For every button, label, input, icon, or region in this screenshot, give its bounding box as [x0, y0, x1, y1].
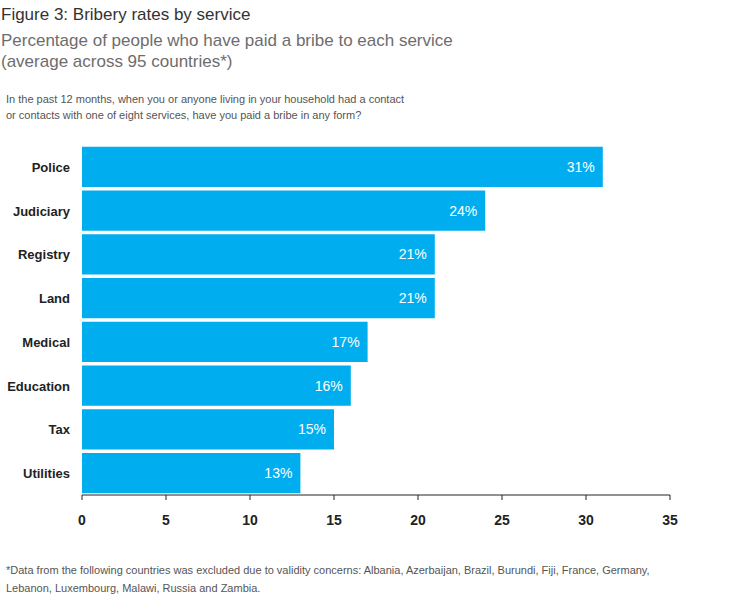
tick-label: 15	[326, 512, 342, 528]
data-label: 17%	[332, 334, 360, 350]
bar	[82, 278, 435, 318]
question: or contacts with one of eight services, …	[6, 109, 361, 121]
title: Figure 3: Bribery rates by service	[1, 5, 250, 24]
tick-label: 35	[662, 512, 678, 528]
axis-line	[82, 495, 670, 496]
question: In the past 12 months, when you or anyon…	[6, 93, 404, 105]
category-label: Utilities	[23, 466, 70, 481]
tick	[166, 495, 167, 500]
subtitle: Percentage of people who have paid a bri…	[1, 31, 453, 50]
value-axis: 0 5 10 15 20 25 30 35	[78, 495, 678, 528]
subtitle: (average across 95 countries*)	[1, 52, 233, 71]
bar	[82, 147, 603, 187]
category-label: Tax	[49, 422, 71, 437]
tick-label: 25	[494, 512, 510, 528]
bars	[82, 147, 603, 494]
data-label: 21%	[399, 290, 427, 306]
tick-label: 20	[410, 512, 426, 528]
category-label: Judiciary	[13, 204, 71, 219]
bar	[82, 234, 435, 274]
category-label: Registry	[18, 247, 71, 262]
tick-label: 5	[162, 512, 170, 528]
category-axis: Police Judiciary Registry Land Medical Educat…	[7, 160, 71, 481]
bar	[82, 366, 351, 406]
category-label: Land	[39, 291, 70, 306]
tick	[82, 495, 83, 500]
data-label: 16%	[315, 378, 343, 394]
tick-label: 0	[78, 512, 86, 528]
data-labels: 31% 24% 21% 21% 17% 16% 15% 13%	[264, 159, 594, 481]
tick	[334, 495, 335, 500]
category-label: Education	[7, 379, 70, 394]
tick	[502, 495, 503, 500]
tick-label: 30	[578, 512, 594, 528]
bar	[82, 191, 485, 231]
tick	[250, 495, 251, 500]
category-label: Medical	[22, 335, 70, 350]
data-label: 15%	[298, 421, 326, 437]
data-label: 24%	[449, 203, 477, 219]
tick	[418, 495, 419, 500]
bar	[82, 453, 300, 493]
bar	[82, 409, 334, 449]
chart: Figure 3: Bribery rates by service Percen…	[0, 0, 742, 616]
data-label: 31%	[567, 159, 595, 175]
tick-label: 10	[242, 512, 258, 528]
footnote: Lebanon, Luxembourg, Malawi, Russia and …	[6, 582, 260, 594]
tick	[670, 495, 671, 500]
data-label: 13%	[264, 465, 292, 481]
category-label: Police	[32, 160, 70, 175]
bar	[82, 322, 368, 362]
footnote: *Data from the following countries was e…	[6, 564, 650, 576]
data-label: 21%	[399, 246, 427, 262]
page: {"chart_data": { "type": "bar", "orienta…	[0, 0, 742, 616]
tick	[586, 495, 587, 500]
